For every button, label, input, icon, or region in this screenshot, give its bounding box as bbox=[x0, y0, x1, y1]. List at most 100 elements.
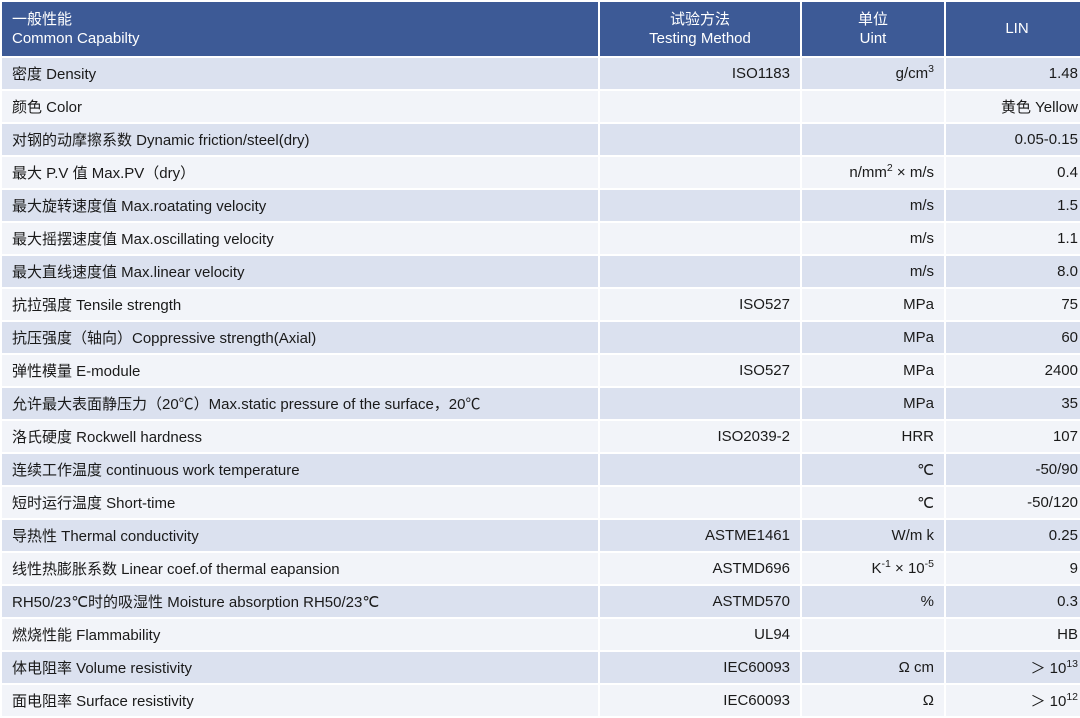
cell-capability: 最大 P.V 值 Max.PV（dry） bbox=[2, 157, 598, 188]
cell-capability: 抗拉强度 Tensile strength bbox=[2, 289, 598, 320]
table-row: RH50/23℃时的吸湿性 Moisture absorption RH50/2… bbox=[2, 586, 1080, 617]
cell-capability: 密度 Density bbox=[2, 58, 598, 89]
cell-capability: 燃烧性能 Flammability bbox=[2, 619, 598, 650]
col-header-method-cn: 试验方法 bbox=[610, 10, 790, 30]
cell-lin: 9 bbox=[946, 553, 1080, 584]
spec-table: 一般性能 Common Capabilty 试验方法 Testing Metho… bbox=[0, 0, 1080, 718]
cell-capability: 最大旋转速度值 Max.roatating velocity bbox=[2, 190, 598, 221]
cell-method: UL94 bbox=[600, 619, 800, 650]
cell-method bbox=[600, 322, 800, 353]
cell-lin: 黄色 Yellow bbox=[946, 91, 1080, 122]
cell-lin: 0.4 bbox=[946, 157, 1080, 188]
table-row: 最大旋转速度值 Max.roatating velocity m/s1.5 bbox=[2, 190, 1080, 221]
cell-lin: -50/90 bbox=[946, 454, 1080, 485]
cell-unit: m/s bbox=[802, 190, 944, 221]
cell-unit: MPa bbox=[802, 355, 944, 386]
table-row: 连续工作温度 continuous work temperature ℃-50/9… bbox=[2, 454, 1080, 485]
cell-capability: 颜色 Color bbox=[2, 91, 598, 122]
col-header-lin: LIN bbox=[946, 2, 1080, 56]
table-row: 抗拉强度 Tensile strengthISO527MPa75 bbox=[2, 289, 1080, 320]
cell-method bbox=[600, 388, 800, 419]
cell-capability: 最大摇摆速度值 Max.oscillating velocity bbox=[2, 223, 598, 254]
cell-method: ASTMD570 bbox=[600, 586, 800, 617]
table-row: 最大直线速度值 Max.linear velocity m/s8.0 bbox=[2, 256, 1080, 287]
table-row: 面电阻率 Surface resistivityIEC60093Ω＞ 1012 bbox=[2, 685, 1080, 716]
cell-method: ASTME1461 bbox=[600, 520, 800, 551]
cell-method: IEC60093 bbox=[600, 652, 800, 683]
table-row: 体电阻率 Volume resistivityIEC60093Ω cm＞ 101… bbox=[2, 652, 1080, 683]
cell-capability: 允许最大表面静压力（20℃）Max.static pressure of the… bbox=[2, 388, 598, 419]
cell-method: ISO2039-2 bbox=[600, 421, 800, 452]
cell-unit: g/cm3 bbox=[802, 58, 944, 89]
col-header-method-en: Testing Method bbox=[610, 29, 790, 49]
cell-lin: 1.48 bbox=[946, 58, 1080, 89]
cell-lin: 8.0 bbox=[946, 256, 1080, 287]
cell-capability: 最大直线速度值 Max.linear velocity bbox=[2, 256, 598, 287]
cell-lin: 35 bbox=[946, 388, 1080, 419]
col-header-capability: 一般性能 Common Capabilty bbox=[2, 2, 598, 56]
cell-capability: RH50/23℃时的吸湿性 Moisture absorption RH50/2… bbox=[2, 586, 598, 617]
cell-unit bbox=[802, 124, 944, 155]
cell-method: ISO527 bbox=[600, 355, 800, 386]
table-row: 对钢的动摩擦系数 Dynamic friction/steel(dry)0.05… bbox=[2, 124, 1080, 155]
cell-capability: 面电阻率 Surface resistivity bbox=[2, 685, 598, 716]
cell-unit: ℃ bbox=[802, 454, 944, 485]
col-header-unit-cn: 单位 bbox=[812, 10, 934, 30]
table-row: 弹性模量 E-moduleISO527MPa2400 bbox=[2, 355, 1080, 386]
cell-lin: HB bbox=[946, 619, 1080, 650]
cell-unit: K-1 × 10-5 bbox=[802, 553, 944, 584]
cell-lin: -50/120 bbox=[946, 487, 1080, 518]
table-row: 抗压强度（轴向）Coppressive strength(Axial) MPa60 bbox=[2, 322, 1080, 353]
table-row: 燃烧性能 FlammabilityUL94 HB bbox=[2, 619, 1080, 650]
cell-unit: m/s bbox=[802, 256, 944, 287]
table-row: 洛氏硬度 Rockwell hardnessISO2039-2HRR107 bbox=[2, 421, 1080, 452]
table-row: 短时运行温度 Short-time ℃-50/120 bbox=[2, 487, 1080, 518]
cell-capability: 连续工作温度 continuous work temperature bbox=[2, 454, 598, 485]
cell-method: ISO527 bbox=[600, 289, 800, 320]
cell-method bbox=[600, 91, 800, 122]
table-row: 颜色 Color 黄色 Yellow bbox=[2, 91, 1080, 122]
cell-method: IEC60093 bbox=[600, 685, 800, 716]
col-header-lin-en: LIN bbox=[956, 19, 1078, 39]
cell-unit: W/m k bbox=[802, 520, 944, 551]
cell-lin: ＞ 1012 bbox=[946, 685, 1080, 716]
cell-method bbox=[600, 487, 800, 518]
cell-unit: n/mm2 × m/s bbox=[802, 157, 944, 188]
cell-unit: ℃ bbox=[802, 487, 944, 518]
cell-capability: 线性热膨胀系数 Linear coef.of thermal eapansion bbox=[2, 553, 598, 584]
cell-method bbox=[600, 124, 800, 155]
cell-capability: 体电阻率 Volume resistivity bbox=[2, 652, 598, 683]
cell-lin: 1.1 bbox=[946, 223, 1080, 254]
cell-lin: 60 bbox=[946, 322, 1080, 353]
cell-capability: 对钢的动摩擦系数 Dynamic friction/steel(dry) bbox=[2, 124, 598, 155]
cell-unit: Ω bbox=[802, 685, 944, 716]
cell-unit: HRR bbox=[802, 421, 944, 452]
cell-lin: 0.3 bbox=[946, 586, 1080, 617]
cell-capability: 导热性 Thermal conductivity bbox=[2, 520, 598, 551]
cell-unit: MPa bbox=[802, 322, 944, 353]
cell-capability: 抗压强度（轴向）Coppressive strength(Axial) bbox=[2, 322, 598, 353]
cell-lin: 107 bbox=[946, 421, 1080, 452]
cell-method: ASTMD696 bbox=[600, 553, 800, 584]
cell-method bbox=[600, 190, 800, 221]
table-row: 最大摇摆速度值 Max.oscillating velocitym/s1.1 bbox=[2, 223, 1080, 254]
cell-unit bbox=[802, 91, 944, 122]
cell-method bbox=[600, 454, 800, 485]
cell-capability: 弹性模量 E-module bbox=[2, 355, 598, 386]
cell-unit: MPa bbox=[802, 388, 944, 419]
cell-method bbox=[600, 256, 800, 287]
col-header-unit-en: Uint bbox=[812, 29, 934, 49]
cell-lin: ＞ 1013 bbox=[946, 652, 1080, 683]
table-row: 最大 P.V 值 Max.PV（dry） n/mm2 × m/s0.4 bbox=[2, 157, 1080, 188]
cell-method: ISO1183 bbox=[600, 58, 800, 89]
cell-unit: % bbox=[802, 586, 944, 617]
cell-lin: 75 bbox=[946, 289, 1080, 320]
cell-capability: 洛氏硬度 Rockwell hardness bbox=[2, 421, 598, 452]
cell-method bbox=[600, 223, 800, 254]
cell-lin: 1.5 bbox=[946, 190, 1080, 221]
cell-lin: 2400 bbox=[946, 355, 1080, 386]
cell-capability: 短时运行温度 Short-time bbox=[2, 487, 598, 518]
table-row: 线性热膨胀系数 Linear coef.of thermal eapansion… bbox=[2, 553, 1080, 584]
table-row: 密度 DensityISO1183g/cm31.48 bbox=[2, 58, 1080, 89]
cell-unit: Ω cm bbox=[802, 652, 944, 683]
